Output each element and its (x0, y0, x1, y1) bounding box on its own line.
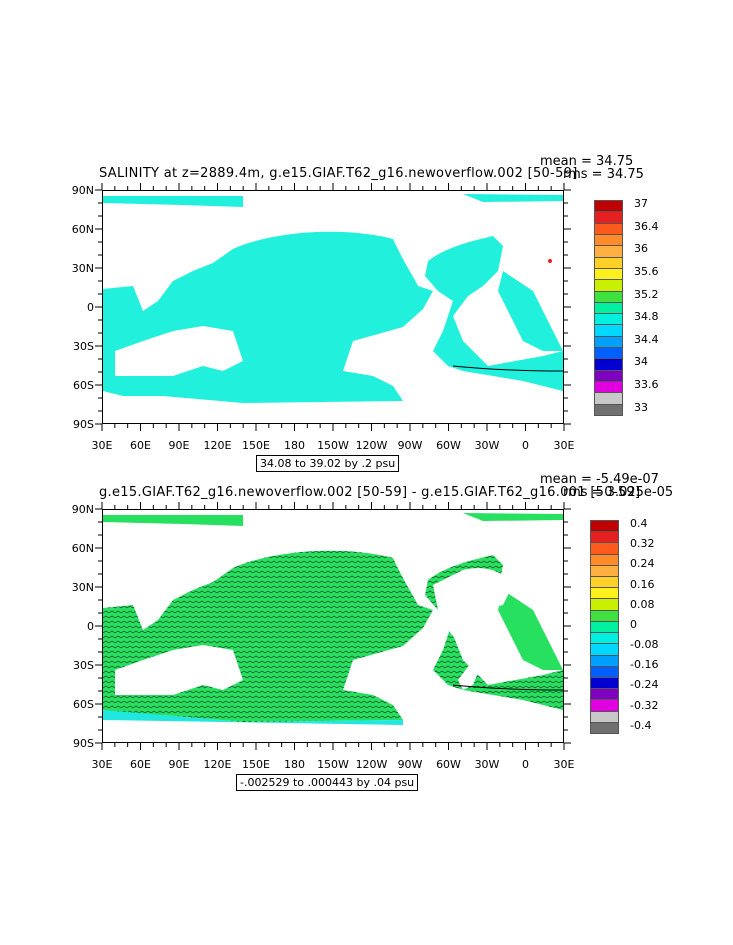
panel1-colorbar-label: 34.8 (634, 310, 659, 324)
panel1-land-mask (103, 194, 563, 403)
panel1-colorbar-label: 34.4 (634, 332, 659, 346)
panel1-colorbar: 37 36.4 36 35.6 35.2 34.8 34.4 34 33.6 33 (594, 198, 659, 416)
panel2-lat-label: 90S (73, 737, 94, 750)
panel2-lat-label: 90N (71, 503, 94, 516)
panel2-colorbar-label: 0.32 (630, 537, 655, 551)
panel1-colorbar-label: 34 (634, 355, 648, 369)
panel1-mean: mean = 34.75 (540, 154, 634, 169)
panel2-colorbar-label: 0 (630, 617, 637, 631)
panel2-colorbar-label: 0.4 (630, 517, 648, 530)
panel2-title: g.e15.GIAF.T62_g16.newoverflow.002 [50-5… (99, 485, 641, 500)
panel1-lat-label: 60N (71, 223, 94, 236)
panel1-lon-label: 180 (284, 439, 305, 452)
panel2-colorbar-label: -0.24 (630, 678, 659, 692)
panel1-lon-label: 120W (355, 439, 388, 452)
panel2-lon-label: 150E (242, 758, 270, 771)
panel2-colorbar-label: -0.16 (630, 658, 659, 672)
panel1-lon-label: 90W (397, 439, 423, 452)
panel1-lat-label: 0 (87, 301, 94, 314)
panel1-lon-label: 30W (474, 439, 500, 452)
panel2-colorbar-swatch (590, 721, 619, 734)
panel2-lat-label: 30N (71, 581, 94, 594)
panel2-land-mask (103, 513, 563, 725)
panel2-colorbar-label: -0.08 (630, 638, 659, 652)
panel1-lat-label: 30N (71, 262, 94, 275)
panel2-colorbar-label: 0.16 (630, 577, 655, 591)
panel2-lat-label: 60N (71, 542, 94, 555)
panel1-lat-label: 90S (73, 418, 94, 431)
panel2-lon-label: 30E (553, 758, 575, 771)
panel1-lat-label: 30S (73, 340, 94, 353)
panel1-colorbar-label: 37 (634, 197, 648, 210)
panel2-lon-label: 120E (203, 758, 232, 771)
panel2-lon-label: 30E (91, 758, 113, 771)
panel2-colorbar-label: -0.32 (630, 698, 659, 712)
panel2-colorbar-label: -0.4 (630, 718, 652, 732)
panel1-colorbar-label: 35.2 (634, 287, 659, 301)
panel1-title: SALINITY at z=2889.4m, g.e15.GIAF.T62_g1… (99, 166, 578, 181)
panel1-lat-label: 90N (71, 184, 94, 197)
panel1-colorbar-label: 36.4 (634, 219, 659, 233)
panel1-lon-label: 30E (553, 439, 575, 452)
panel2-map-frame (102, 509, 564, 743)
panel1-lon-label: 60E (130, 439, 151, 452)
panel1-lon-label: 90E (168, 439, 190, 452)
panel2-contour-info: -.002529 to .000443 by .04 psu (236, 774, 419, 791)
panel2-lon-label: 90W (397, 758, 423, 771)
panel2-colorbar-label: 0.08 (630, 597, 655, 611)
panel2-lat-label: 60S (73, 698, 94, 711)
panel1-map-frame (102, 190, 564, 424)
panel2-lon-label: 120W (355, 758, 388, 771)
panel2-lat-label: 30S (73, 659, 94, 672)
panel1-colorbar-label: 36 (634, 242, 648, 256)
panel2-colorbar: 0.4 0.32 0.24 0.16 0.08 0 -0.08 -0.16 -0.24 -0.32… (590, 518, 658, 734)
panel2-lon-label: 0 (522, 758, 529, 771)
panel2-lon-label: 180 (284, 758, 305, 771)
panel2-lon-label: 60W (436, 758, 461, 771)
panel1-lon-label: 60W (436, 439, 461, 452)
panel1-rms: rms = 34.75 (563, 167, 644, 182)
panel1-contour-info: 34.08 to 39.02 by .2 psu (256, 455, 400, 472)
panel1-lon-label: 150E (242, 439, 270, 452)
panel1-colorbar-swatch (594, 403, 623, 416)
panel2-lon-label: 60E (130, 758, 151, 771)
panel2-rms: rms = 3.025e-05 (563, 485, 674, 500)
panel1-lon-label: 0 (522, 439, 529, 452)
panel1-lon-label: 150W (317, 439, 349, 452)
panel2-lon-label: 90E (168, 758, 190, 771)
panel1-lon-label: 30E (91, 439, 113, 452)
panel2-mean: mean = -5.49e-07 (540, 472, 659, 487)
panel2-colorbar-label: 0.24 (630, 557, 655, 571)
panel1-colorbar-label: 33 (634, 400, 648, 414)
panel1-lat-label: 60S (73, 379, 94, 392)
panel1-colorbar-label: 33.6 (634, 378, 659, 392)
panel2-lon-label: 150W (317, 758, 349, 771)
panel1-colorbar-label: 35.6 (634, 264, 659, 278)
panel2-lat-label: 0 (87, 620, 94, 633)
panel1-lon-label: 120E (203, 439, 232, 452)
panel2-lon-label: 30W (474, 758, 500, 771)
